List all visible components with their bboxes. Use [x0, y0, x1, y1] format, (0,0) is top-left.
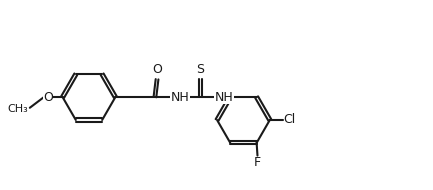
Text: CH₃: CH₃	[7, 104, 28, 114]
Text: NH: NH	[215, 91, 234, 104]
Text: Cl: Cl	[284, 113, 296, 127]
Text: F: F	[254, 156, 261, 169]
Text: NH: NH	[171, 91, 189, 104]
Text: O: O	[43, 91, 53, 104]
Text: S: S	[197, 63, 204, 76]
Text: O: O	[152, 63, 162, 76]
